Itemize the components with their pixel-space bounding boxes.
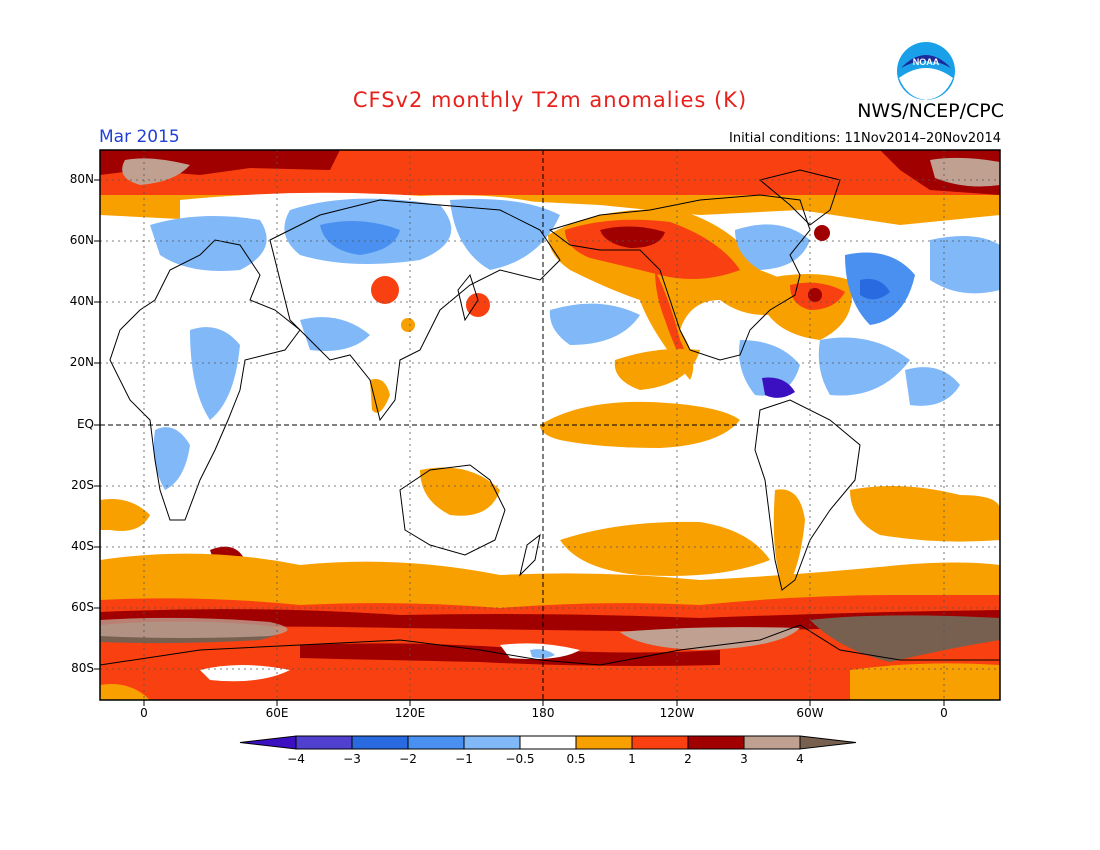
colorbar-label-m2: −2 (399, 752, 417, 766)
lon-label-0: 0 (140, 706, 148, 720)
colorbar-label-m4: −4 (287, 752, 305, 766)
colorbar-label-m1: −1 (455, 752, 473, 766)
arctic-extreme-warm-west (122, 158, 190, 185)
south-atlantic-warm (850, 486, 1000, 542)
lat-label-80s: 80S (71, 661, 94, 675)
colorbar (239, 735, 857, 750)
coast-australia (399, 464, 506, 556)
colorbar-swatch-10 (799, 735, 857, 750)
north-pacific-cold (549, 303, 640, 345)
asia-warm-spot-3 (401, 318, 415, 332)
asia-warm-spot-1 (371, 276, 399, 304)
siberia-cold (450, 199, 560, 270)
colorbar-swatch-2 (351, 735, 409, 750)
africa-south-cold (153, 427, 190, 490)
colorbar-label-p4: 4 (796, 752, 804, 766)
coast-antarctica (100, 624, 1000, 666)
lon-label-180: 180 (531, 706, 555, 720)
noaa-logo-bird (899, 68, 953, 100)
south-pacific-warm (560, 521, 770, 576)
lat-label-60n: 60N (69, 233, 94, 247)
colorbar-swatch-7 (631, 735, 689, 750)
central-asia-cold (300, 317, 370, 351)
sahara-cold (905, 367, 960, 406)
west-coast-warm-strip (655, 270, 689, 372)
antarctic-tan-east (620, 627, 800, 650)
antarctic-extreme-east (810, 615, 1000, 662)
antarctica-white-1 (200, 665, 290, 682)
gridlines (100, 150, 1000, 700)
lat-label-40n: 40N (69, 294, 94, 308)
southern-ocean-strong (100, 609, 1000, 632)
coast-japan (457, 273, 479, 322)
lon-label-0-east: 0 (940, 706, 948, 720)
coast-south-america (754, 399, 861, 591)
lon-label-60e: 60E (265, 706, 289, 720)
asia-warm-spot-2 (466, 293, 490, 317)
anomaly-fields (100, 150, 1000, 700)
lat-label-eq: EQ (76, 417, 94, 431)
map-title: CFSv2 monthly T2m anomalies (K) (352, 88, 748, 112)
lon-label-120e: 120E (394, 706, 426, 720)
colorbar-label-p05: 0.5 (566, 752, 586, 766)
colorbar-label-m05: −0.5 (505, 752, 535, 766)
india-warm (370, 379, 390, 413)
arctic-extreme-warm-east (930, 157, 1000, 187)
lat-label-60s: 60S (71, 600, 94, 614)
atlantic-strong-spot (808, 288, 822, 302)
coast-asia (269, 199, 561, 422)
far-south-orange-west (100, 684, 150, 700)
lat-label-20s: 20S (71, 478, 94, 492)
colorbar-swatch-6 (575, 735, 633, 750)
noaa-logo: NOAA (897, 42, 955, 100)
valid-month-label: Mar 2015 (99, 127, 180, 147)
tick-marks (94, 179, 945, 706)
pacific-strong-core (600, 226, 665, 248)
lat-label-20n: 20N (69, 355, 94, 369)
north-atlantic-cold-core (860, 278, 890, 300)
tropical-atlantic-cold (818, 337, 910, 396)
eurasia-cold-1 (150, 216, 267, 271)
coast-greenland (758, 169, 841, 226)
eurasia-cold-3 (320, 221, 400, 255)
colorbar-label-p2: 2 (684, 752, 692, 766)
colorbar-swatch-9 (743, 735, 801, 750)
colorbar-label-p1: 1 (628, 752, 636, 766)
antarctica-cold-spot (530, 649, 555, 659)
west-africa-cold (190, 327, 240, 420)
far-south-orange (850, 663, 1000, 700)
lon-label-120w: 120W (659, 706, 695, 720)
colorbar-swatch-8 (687, 735, 745, 750)
south-indian-warm (100, 499, 150, 531)
colorbar-swatch-4 (463, 735, 521, 750)
caribbean-cold-core (762, 377, 795, 398)
noaa-logo-text: NOAA (913, 57, 940, 67)
coast-north-america (548, 194, 811, 361)
colorbar-swatch-3 (407, 735, 465, 750)
noaa-logo-top (901, 55, 951, 68)
australia-warm (420, 467, 500, 516)
europe-cold-east (930, 236, 1000, 294)
colorbar-swatch-5 (519, 735, 577, 750)
subtropical-pacific-warm (614, 348, 700, 390)
antarctic-tan-west (100, 617, 288, 638)
south-america-warm (773, 489, 805, 590)
labrador-strong-spot (814, 225, 830, 241)
coastlines (100, 169, 1000, 666)
coast-europe-africa (109, 239, 301, 521)
agency-label: NWS/NCEP/CPC (857, 100, 1004, 122)
lon-label-60w: 60W (796, 706, 824, 720)
colorbar-label-p3: 3 (740, 752, 748, 766)
colorbar-swatch-1 (295, 735, 353, 750)
colorbar-swatch-0 (239, 735, 297, 750)
coast-new-zealand (519, 533, 541, 577)
initial-conditions-label: Initial conditions: 11Nov2014–20Nov2014 (729, 131, 1001, 146)
lat-label-80n: 80N (69, 172, 94, 186)
colorbar-label-m3: −3 (343, 752, 361, 766)
lat-label-40s: 40S (71, 539, 94, 553)
